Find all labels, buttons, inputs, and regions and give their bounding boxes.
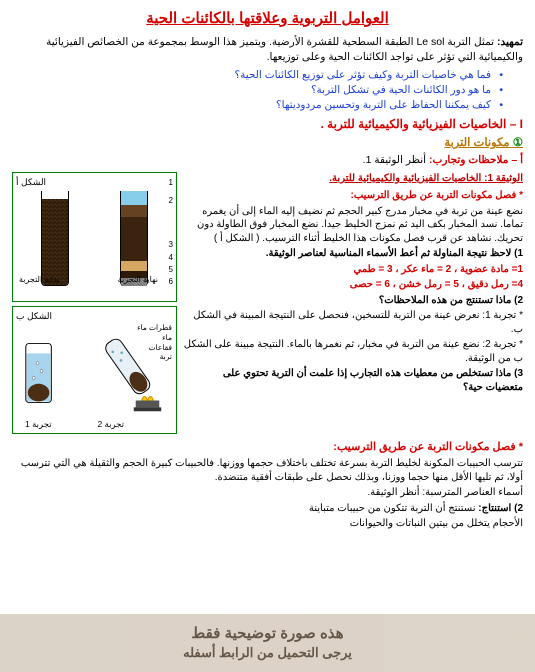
layer-silt xyxy=(121,217,147,261)
tube-start xyxy=(41,191,69,286)
intro-label: تمهيد: xyxy=(497,36,523,48)
hidden-line-2: 2) استنتاج: نستنتج أن التربة تتكون من حب… xyxy=(12,502,523,516)
figure-a-label: الشكل أ xyxy=(16,176,173,189)
label-end: نهاية التجربة xyxy=(118,274,158,285)
doc1-items1: 1= مادة عضوية ، 2 = ماء عكر ، 3 = طمي xyxy=(183,263,523,277)
subsection-number: ① xyxy=(513,137,523,149)
layer-num: 2 xyxy=(168,195,174,206)
label-water: ماء xyxy=(137,333,172,343)
layer-water xyxy=(121,191,147,205)
question-item: فما هي خاصيات التربة وكيف تؤثر على توزيع… xyxy=(12,68,503,83)
label-start: بداية التجربة xyxy=(19,274,60,285)
hidden-2-text: نستنتج أن التربة تتكون من حبيبات متباينة xyxy=(309,503,476,514)
doc1-q2: 2) ماذا تستنتج من هذه الملاحظات؟ xyxy=(183,294,523,308)
subsection-heading: ① مكونات التربة xyxy=(12,135,523,151)
layer-num: 4 xyxy=(168,252,174,263)
watermark-overlay: هذه صورة توضيحية فقط يرجى التحميل من الر… xyxy=(0,614,535,672)
figure-a: الشكل أ 1 2 3 4 5 6 xyxy=(12,172,177,302)
layer-num: 5 xyxy=(168,264,174,275)
hidden-line-3: الأحجام يتخلل من بيتين النباتات والحيوان… xyxy=(12,517,523,531)
figure-b-label: الشكل ب xyxy=(16,310,173,323)
figb-side-labels: قطرات ماء ماء فقاعات تربة xyxy=(137,323,172,362)
label-water-drops: قطرات ماء xyxy=(137,323,172,333)
doc1-title: الوثيقة 1: الخاصيات الفيزيائية والكيميائ… xyxy=(183,172,523,186)
question-item: ما هو دور الكائنات الحية في تشكل التربة؟ xyxy=(12,83,503,98)
hidden-2-label: 2) استنتاج: xyxy=(476,503,524,514)
document-text-col: الوثيقة 1: الخاصيات الفيزيائية والكيميائ… xyxy=(183,172,523,396)
sep-method-title: * فصل مكونات التربة عن طريق الترسيب: xyxy=(183,189,523,203)
doc1-exp1: * تجربة 1: نعرض عينة من التربة للتسخين، … xyxy=(183,309,523,336)
figure-a-numbers: 1 2 3 4 5 6 xyxy=(168,177,174,287)
footer-paragraph: تترسب الحبيبات المكونة لخليط التربة بسرع… xyxy=(12,457,523,484)
doc1-items2: 4= رمل دقيق ، 5 = رمل خشن ، 6 = حصى xyxy=(183,278,523,292)
doc1-para1: نضع عينة من تربة في مخبار مدرج كبير الحج… xyxy=(183,205,523,246)
doc1-exp2: * تجربة 2: نضع عينة من التربة في مخبار، … xyxy=(183,338,523,365)
layer-fine-sand xyxy=(121,261,147,271)
observation-text: أنظر الوثيقة 1. xyxy=(363,154,426,166)
exp1-label: تجربة 1 xyxy=(25,419,52,431)
intro-text: تمثل التربة Le sol الطبقة السطحية للقشرة… xyxy=(46,36,523,63)
footer-sep-title: * فصل مكونات التربة عن طريق الترسيب: xyxy=(12,440,523,455)
figure-b: الشكل ب xyxy=(12,306,177,434)
observation-label: أ – ملاحظات وتجارب: xyxy=(429,154,523,166)
watermark-line1: هذه صورة توضيحية فقط xyxy=(191,623,343,644)
layer-organic xyxy=(121,205,147,217)
document-row: الوثيقة 1: الخاصيات الفيزيائية والكيميائ… xyxy=(12,172,523,434)
label-bubbles: فقاعات xyxy=(137,343,172,353)
doc1-q3: 3) ماذا تستخلص من معطيات هذه التجارب إذا… xyxy=(183,367,523,394)
label-soil: تربة xyxy=(137,352,172,362)
exp2-label: تجربة 2 xyxy=(97,419,124,431)
subsection-text: مكونات التربة xyxy=(444,137,509,149)
section-heading: I – الخاصيات الفيزيائية والكيميائية للتر… xyxy=(12,116,523,133)
watermark-line2: يرجى التحميل من الرابط أسفله xyxy=(183,644,352,662)
page-title: العوامل التربوية وعلاقتها بالكائنات الحي… xyxy=(12,8,523,29)
intro-paragraph: تمهيد: تمثل التربة Le sol الطبقة السطحية… xyxy=(12,35,523,64)
tube-result xyxy=(120,191,148,286)
question-item: كيف يمكننا الحفاظ على التربة وتحسين مردو… xyxy=(12,98,503,113)
tube-mix-fill xyxy=(42,199,68,285)
figures-col: الشكل أ 1 2 3 4 5 6 xyxy=(12,172,177,434)
question-list: فما هي خاصيات التربة وكيف تؤثر على توزيع… xyxy=(12,68,523,112)
hidden-line-1: أسماء العناصر المترسبة: أنظر الوثيقة. xyxy=(12,486,523,500)
layer-num: 1 xyxy=(168,177,174,188)
experiment-2 xyxy=(26,343,52,402)
observation-line: أ – ملاحظات وتجارب: أنظر الوثيقة 1. xyxy=(12,153,523,168)
doc1-q1: 1) لاحظ نتيجة المناولة ثم أعط الأسماء ال… xyxy=(183,247,523,261)
layer-num: 6 xyxy=(168,276,174,287)
layer-num: 3 xyxy=(168,239,174,250)
